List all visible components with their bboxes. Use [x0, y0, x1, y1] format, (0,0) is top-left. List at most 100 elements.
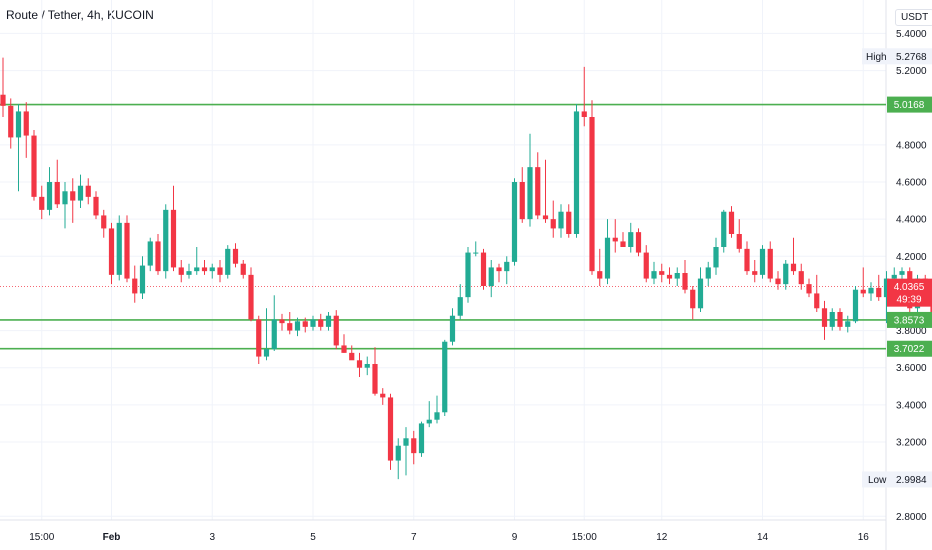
symbol-title[interactable]: Route / Tether, 4h, KUCOIN — [6, 8, 154, 22]
candle-body — [116, 222, 122, 275]
currency-label[interactable]: USDT — [895, 9, 932, 26]
candle-body — [194, 267, 200, 272]
candle-body — [442, 341, 448, 413]
high-label: High — [866, 52, 887, 63]
candle-body — [380, 393, 386, 398]
candle-body — [62, 191, 68, 205]
candle-body — [178, 267, 184, 275]
candle-body — [147, 241, 153, 266]
y-tick-label: 3.2000 — [896, 438, 927, 449]
candle-body — [860, 289, 866, 294]
candle-body — [302, 321, 308, 327]
candle-body — [473, 252, 479, 254]
candle-body — [201, 267, 208, 272]
x-tick-label: 9 — [512, 532, 518, 543]
y-tick-label: 4.8000 — [896, 140, 927, 151]
candle-body — [23, 111, 29, 136]
candle-body — [829, 312, 835, 327]
candle-body — [434, 412, 440, 420]
candle-body — [852, 289, 859, 322]
candle-body — [651, 271, 657, 279]
y-tick-label: 3.8000 — [896, 326, 927, 337]
x-tick-label: 15:00 — [572, 532, 597, 543]
candle-body — [488, 267, 494, 286]
level-price-label: 3.8573 — [894, 315, 925, 326]
x-tick-label: Feb — [103, 532, 121, 543]
candle-body — [155, 241, 161, 272]
candle-body — [845, 321, 851, 327]
candle-body — [132, 278, 138, 294]
candle-body — [139, 265, 146, 294]
candle-body — [527, 167, 533, 220]
high-value-label: 5.2768 — [896, 52, 927, 63]
y-tick-label: 3.6000 — [896, 363, 927, 374]
candle-body — [620, 241, 626, 247]
candle-body — [163, 209, 169, 272]
x-tick-label: 3 — [209, 532, 215, 543]
y-tick-label: 5.2000 — [896, 66, 927, 77]
candle-body — [349, 352, 355, 361]
candle-body — [124, 222, 130, 279]
y-tick-label: 4.6000 — [896, 178, 927, 189]
bar-countdown-label: 49:39 — [896, 295, 921, 306]
candle-body — [767, 248, 773, 279]
candle-body — [775, 278, 781, 285]
candle-body — [232, 248, 239, 264]
candle-body — [217, 267, 223, 275]
candle-body — [395, 445, 401, 461]
candle-body — [403, 438, 409, 446]
current-price-badge — [887, 278, 932, 307]
candle-body — [550, 219, 556, 229]
candle-body — [341, 345, 347, 353]
candle-body — [604, 237, 611, 279]
candle-body — [77, 185, 84, 201]
candle-body — [294, 321, 301, 331]
candle-body — [209, 267, 215, 272]
candle-body — [721, 211, 727, 247]
x-tick-label: 5 — [310, 532, 316, 543]
level-price-label: 5.0168 — [894, 100, 925, 111]
candle-body — [697, 278, 704, 309]
candle-body — [54, 182, 60, 205]
candle-body — [883, 278, 890, 298]
candle-body — [783, 263, 789, 285]
candle-body — [480, 252, 487, 286]
candle-body — [263, 349, 270, 357]
current-price-label: 4.0365 — [894, 282, 925, 293]
candle-body — [674, 273, 680, 279]
candle-body — [108, 228, 115, 275]
candle-body — [814, 293, 820, 309]
candle-body — [519, 182, 525, 220]
candle-body — [271, 319, 277, 350]
candle-body — [597, 271, 603, 279]
candle-body — [8, 105, 14, 138]
candle-body — [891, 274, 897, 279]
candle-body — [581, 111, 587, 117]
candle-body — [837, 312, 843, 327]
candle-body — [573, 111, 580, 234]
candle-body — [628, 232, 634, 247]
candle-body — [504, 261, 510, 272]
level-price-badge — [887, 311, 932, 328]
candle-body — [449, 315, 456, 342]
candle-body — [372, 364, 378, 394]
candle-body — [713, 247, 719, 268]
candle-body — [93, 196, 99, 216]
candle-body — [728, 211, 735, 234]
candle-body — [101, 215, 107, 229]
candle-body — [46, 182, 53, 210]
candle-body — [690, 289, 696, 309]
candle-body — [496, 267, 502, 272]
level-price-label: 3.7022 — [894, 344, 925, 355]
y-tick-label: 3.4000 — [896, 400, 927, 411]
candle-body — [535, 167, 541, 216]
level-price-badge — [887, 96, 932, 113]
candle-body — [256, 319, 262, 357]
candle-body — [643, 252, 649, 279]
candle-body — [736, 234, 742, 249]
candle-body — [566, 211, 572, 234]
candle-body — [457, 297, 463, 316]
candle-body — [790, 263, 797, 272]
candle-body — [821, 308, 828, 327]
